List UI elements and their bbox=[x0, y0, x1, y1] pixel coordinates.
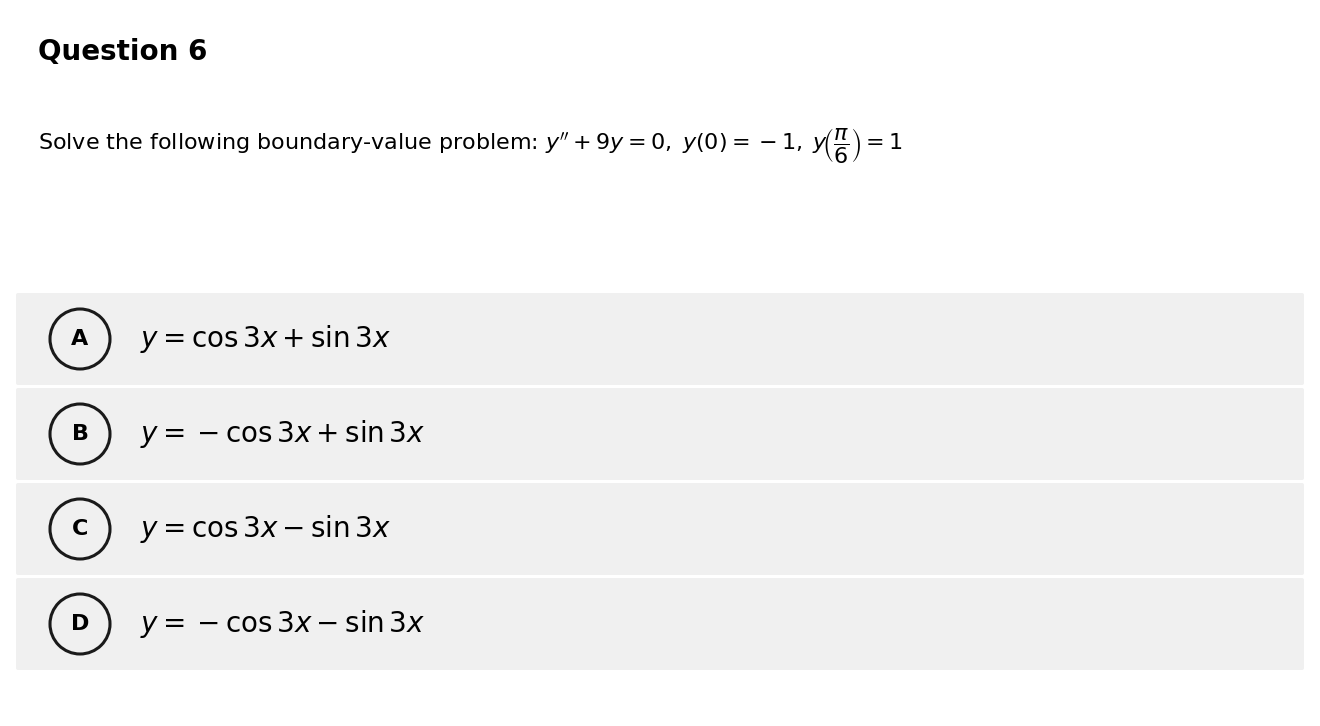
FancyBboxPatch shape bbox=[16, 388, 1304, 480]
Text: $y=\cos3x-\sin3x$: $y=\cos3x-\sin3x$ bbox=[140, 513, 391, 545]
FancyBboxPatch shape bbox=[16, 578, 1304, 670]
Text: A: A bbox=[71, 329, 88, 349]
Text: $y=-\cos3x+\sin3x$: $y=-\cos3x+\sin3x$ bbox=[140, 418, 425, 450]
Text: Question 6: Question 6 bbox=[38, 38, 207, 66]
FancyBboxPatch shape bbox=[16, 293, 1304, 385]
Text: $y=-\cos3x-\sin3x$: $y=-\cos3x-\sin3x$ bbox=[140, 608, 425, 640]
Text: $y=\cos3x+\sin3x$: $y=\cos3x+\sin3x$ bbox=[140, 323, 391, 355]
Text: C: C bbox=[71, 519, 88, 539]
Text: B: B bbox=[71, 424, 88, 444]
FancyBboxPatch shape bbox=[16, 483, 1304, 575]
Text: Solve the following boundary-value problem: $y'' + 9y = 0, \;y(0) = -1,\; y\!\le: Solve the following boundary-value probl… bbox=[38, 126, 903, 165]
Text: D: D bbox=[71, 614, 90, 634]
